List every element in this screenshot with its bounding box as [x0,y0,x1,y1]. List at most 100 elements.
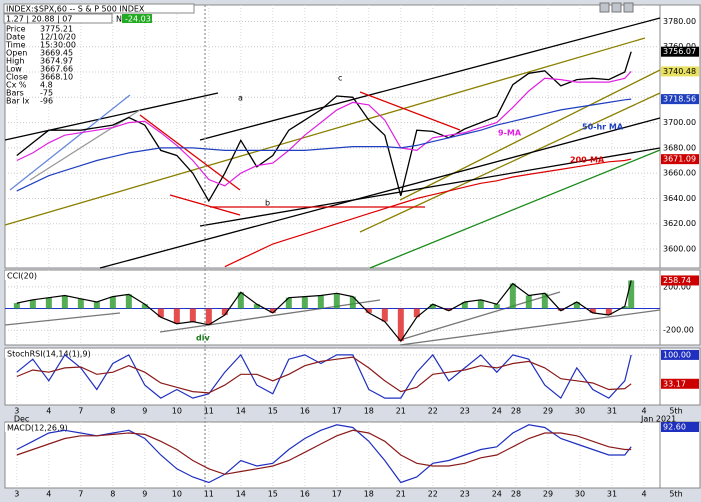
x-tick-label: 29 [543,407,553,416]
button[interactable] [623,2,634,13]
x-tick-label: 30 [575,407,585,416]
x-tick-label: 4 [641,407,646,416]
info-label: Price [6,25,26,34]
cci-bar [525,295,532,309]
x-tick-label: 8 [110,407,115,416]
x-tick-label: 30 [575,490,585,499]
cci-bar [541,293,548,309]
x-tick-label: 22 [428,407,438,416]
cci-bar [237,292,244,309]
x-tick-label: 11 [204,407,214,416]
quote-box [3,13,113,24]
x-tick-label: 7 [78,490,83,499]
cci-bar [557,308,564,311]
series-line [16,353,632,400]
last-value: 258.74 [663,276,691,285]
last-value: 100.00 [663,350,691,359]
info-label: Close [6,73,28,82]
cci-bar [61,295,68,309]
info-value: 3667.66 [40,65,73,74]
info-value: 3674.97 [40,57,73,66]
series-label: 9-MA [498,129,522,138]
x-tick-label: 21 [396,407,406,416]
cci-bar [189,308,196,322]
cci-bar [77,298,84,309]
info-value: 3669.45 [40,49,73,58]
axis-area [659,421,701,489]
cci-bar [301,296,308,309]
x-tick-label: 4 [641,490,646,499]
trend-lines [4,5,661,488]
y-tick-label: 3680.00 [663,143,696,152]
panel-title-box [5,349,75,358]
cci-bar [509,283,516,309]
series-label: 200-MA [570,156,605,165]
annotation: div [196,334,210,343]
x-tick-label: 18 [364,490,374,499]
annotation: a [238,94,243,103]
title-box [3,3,195,14]
x-tick-label: 24 [492,407,502,416]
last-value-box [661,46,699,57]
panel-title: MACD(12,26,9) [7,424,68,433]
last-value-box [661,66,699,77]
last-value-box [661,154,699,165]
x-tick-label: 29 [543,490,553,499]
x-tick-label: 21 [396,490,406,499]
cci-bar [93,302,100,309]
x-tick-label: 4 [46,407,51,416]
cci-bar [13,303,20,309]
cci-bar [205,308,212,325]
x-tick-label: 14 [236,490,246,499]
y-tick-label: 3620.00 [663,219,696,228]
x-tick-label: 31 [607,407,617,416]
cci-bar [461,302,468,309]
annotation: b [265,199,270,208]
info-value: -75 [40,89,53,98]
x-tick-label: 10 [172,407,182,416]
info-label: Low [6,65,22,74]
x-tick-label: 16 [300,490,310,499]
change-box [122,14,152,23]
last-value: 92.60 [663,423,686,432]
info-value: 12/10/20 [40,33,76,42]
button[interactable] [599,2,610,13]
last-value-box [661,378,699,389]
annotation: c [338,74,342,83]
x-tick-label: 3 [14,490,19,499]
x-tick-label: 23 [460,407,470,416]
x-tick-label: 7 [78,407,83,416]
cci-bar [493,304,500,309]
x-tick-label: 31 [607,490,617,499]
series-label: 50-hr MA [582,123,624,132]
x-tick-label: 15 [268,407,278,416]
cci-bar [221,308,228,316]
series-line [16,429,632,475]
cci-bar [445,308,452,311]
last-value: 3671.09 [663,155,696,164]
x-tick-label: 5th [669,490,682,499]
info-label: Cx % [6,81,27,90]
info-label: Time [5,41,26,50]
x-tick-label: 28 [511,490,521,499]
cci-bar [397,308,404,342]
x-tick-label: 8 [110,490,115,499]
cci-bar [269,308,276,313]
x-tick-label: 23 [460,490,470,499]
cci-bar [621,306,628,309]
cci-bar [573,302,580,309]
panel-title: StochRSI(14,14(1),9) [7,350,91,359]
y-tick-label: 3660.00 [663,169,696,178]
cci-bar [429,304,436,309]
last-value: 3740.48 [663,67,696,76]
cci-bar [589,308,596,313]
cci-bar [157,308,164,318]
panel-title-box [5,423,75,432]
last-value: 3756.07 [663,47,696,56]
cci-bar [285,297,292,309]
button[interactable] [611,2,622,13]
x-tick-label: 4 [46,490,51,499]
info-label: Date [6,33,25,42]
cci-bar [29,299,36,309]
